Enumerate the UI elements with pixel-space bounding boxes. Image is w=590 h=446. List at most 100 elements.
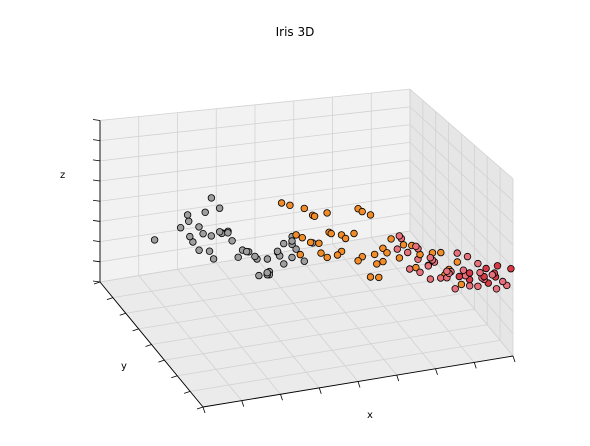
series-1-point (280, 260, 288, 268)
series-3-point (393, 245, 401, 253)
z-tick (92, 280, 101, 283)
series-3-point (412, 242, 420, 250)
x-tick (280, 394, 283, 401)
series-1-point (255, 271, 263, 280)
x-axis-label: x (367, 410, 373, 421)
series-2-point (379, 257, 387, 266)
series-1-point (189, 238, 197, 246)
series-1-point (205, 247, 214, 255)
series-1-point (224, 229, 232, 237)
series-2-point (375, 273, 383, 282)
series-2-point (354, 257, 362, 265)
series-1-point (195, 246, 203, 254)
series-1-point (288, 253, 296, 262)
series-3-strong-point (465, 269, 474, 277)
series-2-point (399, 241, 408, 249)
back-grid-line-horizontal (99, 124, 411, 162)
series-1-point (263, 255, 272, 263)
y-tick (132, 328, 139, 332)
series-2-point (453, 258, 461, 266)
side-grid-line-horizontal (409, 124, 514, 224)
series-3-point (499, 277, 507, 286)
series-1-point (201, 208, 209, 216)
y-tick (119, 312, 126, 316)
side-grid-line-horizontal (409, 88, 514, 180)
series-2-point (366, 211, 375, 219)
series-3-point (459, 266, 468, 274)
y-tick (183, 390, 191, 394)
side-grid-line-horizontal (409, 142, 514, 246)
series-2-point (350, 229, 358, 238)
z-tick (92, 199, 101, 202)
x-tick (357, 381, 361, 388)
z-tick (92, 240, 101, 243)
series-1-point (184, 217, 193, 225)
floor-grid-line-y (151, 293, 462, 345)
x-tick (318, 387, 322, 395)
series-1-point (186, 232, 194, 241)
series-2-point (306, 238, 315, 247)
series-2-point (323, 253, 331, 262)
series-2-point (373, 260, 381, 268)
series-1-point (251, 252, 259, 261)
series-3-point (492, 285, 501, 293)
series-2-point (327, 229, 335, 238)
series-2-point (333, 251, 342, 259)
back-grid-line-horizontal (99, 159, 411, 202)
series-3-point (488, 271, 496, 279)
series-2-point (457, 280, 466, 289)
z-tick (92, 260, 101, 263)
floor-grid-line-y (125, 261, 436, 314)
floor-grid-line-x (332, 243, 436, 370)
series-1-point (273, 247, 282, 255)
y-tick (158, 359, 165, 363)
axes-lines (92, 119, 516, 414)
data-points (150, 194, 515, 293)
series-2-point (277, 199, 286, 207)
z-tick (92, 159, 101, 162)
series-3-strong-point (482, 264, 490, 273)
series-3-point (404, 248, 412, 257)
series-3-strong-point (493, 262, 502, 270)
y-tick (106, 297, 114, 301)
series-1-point (215, 204, 224, 212)
series-3-strong-point (507, 265, 515, 273)
back-grid-line-horizontal (99, 106, 411, 142)
series-3-point (476, 268, 484, 277)
series-1-point (215, 228, 224, 236)
floor-grid-line-x (370, 237, 475, 363)
series-3-point (395, 232, 403, 240)
series-1-point (242, 247, 251, 256)
series-2-point (387, 235, 395, 243)
z-tick (92, 119, 101, 121)
series-1-point (176, 223, 185, 232)
z-tick (92, 179, 101, 182)
series-1-point (209, 255, 218, 263)
y-tick (93, 281, 101, 285)
series-1-point (207, 194, 216, 202)
z-axis-label: z (60, 170, 65, 181)
series-3-point (437, 274, 445, 282)
x-tick (202, 406, 206, 414)
series-2-point (286, 201, 294, 209)
series-3-strong-point (455, 272, 463, 281)
series-2-point (358, 207, 366, 216)
series-2-point (296, 250, 304, 259)
series-2-point (298, 233, 306, 242)
y-tick (196, 406, 204, 410)
series-3-point (424, 262, 432, 270)
series-1-point (207, 232, 215, 240)
back-grid-line-horizontal (99, 141, 411, 182)
series-2-point (395, 254, 404, 262)
series-2-point (383, 249, 391, 257)
x-tick (512, 355, 516, 363)
series-1-point (199, 229, 207, 238)
series-1-point (300, 257, 308, 265)
series-2-point (366, 273, 375, 281)
series-3-point (416, 268, 424, 276)
series-1-point (280, 239, 288, 248)
chart-title: Iris 3D (276, 25, 315, 39)
series-1-point (292, 245, 300, 253)
x-tick (435, 368, 438, 375)
